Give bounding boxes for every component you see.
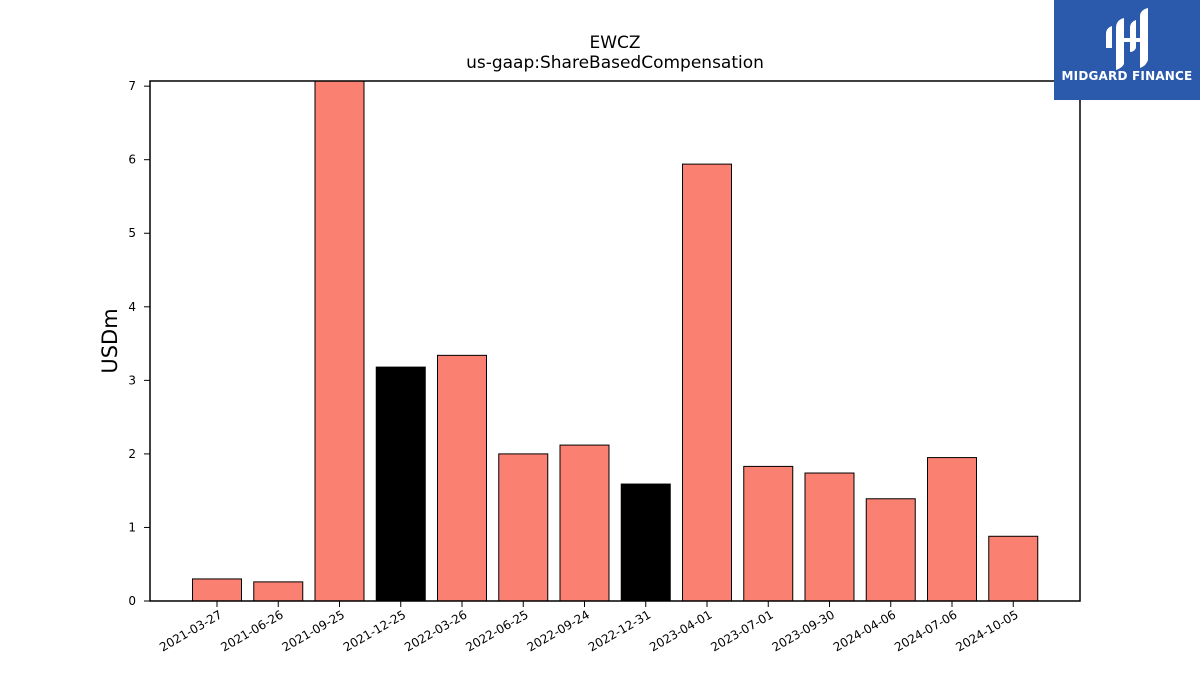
- x-tick-label: 2024-04-06: [831, 607, 898, 654]
- y-axis-label: USDm: [98, 308, 122, 373]
- bar-2022-06-25: [498, 453, 549, 602]
- y-tick-label: 3: [128, 373, 136, 387]
- midgard-logo-mark-icon: [1106, 8, 1148, 70]
- bar-2022-09-24: [559, 444, 610, 602]
- x-tick-label: 2024-10-05: [953, 607, 1020, 654]
- y-tick-label: 6: [128, 153, 136, 167]
- x-tick-label: 2023-04-01: [647, 607, 714, 654]
- x-tick-label: 2022-06-25: [463, 607, 530, 654]
- bar-2023-07-01: [743, 465, 794, 602]
- plot-frame: [149, 80, 1081, 602]
- x-tick-label: 2022-09-24: [525, 607, 592, 654]
- bar-2021-12-25: [375, 366, 426, 602]
- x-tick-label: 2024-07-06: [892, 607, 959, 654]
- x-tick-label: 2021-06-26: [218, 607, 285, 654]
- y-axis: 0 1 2 3 4 5 6 7: [128, 79, 150, 608]
- x-tick-label: 2022-12-31: [586, 607, 653, 654]
- x-tick-label: 2021-12-25: [341, 607, 408, 654]
- y-tick-label: 1: [128, 520, 136, 534]
- bar-2021-09-25: [314, 80, 365, 602]
- x-tick-label: 2023-07-01: [708, 607, 775, 654]
- bar-2021-03-27: [192, 578, 242, 602]
- y-tick-label: 0: [128, 594, 136, 608]
- y-tick-label: 4: [128, 300, 136, 314]
- x-axis: 2021-03-272021-06-262021-09-252021-12-25…: [157, 601, 1021, 654]
- bar-2023-04-01: [682, 163, 732, 602]
- bar-2022-12-31: [620, 483, 671, 602]
- bar-2024-04-06: [865, 498, 916, 602]
- y-tick-label: 2: [128, 447, 136, 461]
- bar-2024-10-05: [988, 535, 1039, 602]
- bar-2021-06-26: [253, 581, 304, 602]
- bar-2024-07-06: [927, 457, 977, 602]
- y-tick-label: 5: [128, 226, 136, 240]
- bar-2022-03-26: [437, 354, 487, 602]
- x-tick-label: 2021-03-27: [157, 607, 224, 654]
- bars-group: [192, 80, 1039, 602]
- x-tick-label: 2021-09-25: [280, 607, 347, 654]
- x-tick-label: 2022-03-26: [402, 607, 469, 654]
- x-tick-label: 2023-09-30: [770, 607, 837, 654]
- logo-wordmark: MIDGARD FINANCE: [1061, 69, 1193, 83]
- bar-2023-09-30: [804, 472, 855, 602]
- midgard-finance-logo: MIDGARD FINANCE: [1054, 0, 1200, 100]
- chart-subtitle: us-gaap:ShareBasedCompensation: [466, 53, 764, 73]
- chart-title: EWCZ: [589, 33, 640, 53]
- y-tick-label: 7: [128, 79, 136, 93]
